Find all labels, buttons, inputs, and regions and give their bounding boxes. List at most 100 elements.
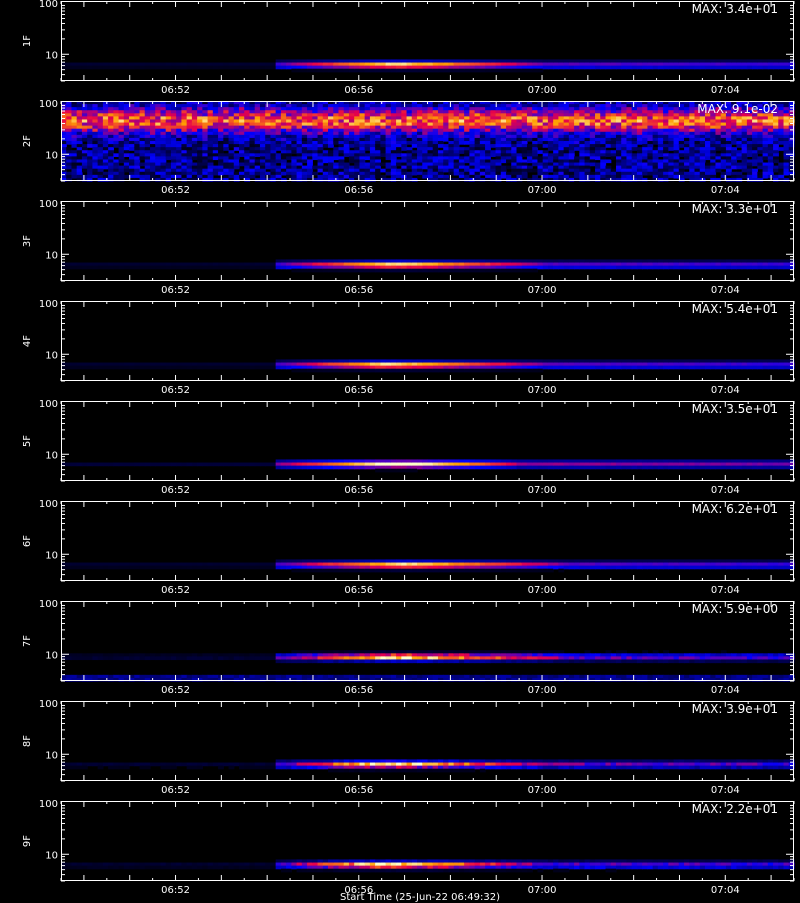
heatmap-cell bbox=[302, 269, 308, 273]
heatmap-cell bbox=[653, 266, 659, 270]
heatmap-cell bbox=[778, 178, 784, 182]
heatmap-cell bbox=[684, 175, 690, 179]
heatmap-cell bbox=[380, 169, 386, 173]
heatmap-cell bbox=[611, 156, 617, 160]
heatmap-cell bbox=[150, 266, 156, 270]
y-tick-label: 100 bbox=[39, 0, 58, 10]
heatmap-cell bbox=[270, 366, 276, 370]
heatmap-cell bbox=[386, 69, 392, 73]
heatmap-cell bbox=[391, 69, 397, 73]
heatmap-cell bbox=[412, 69, 418, 73]
heatmap-cell bbox=[181, 266, 187, 270]
heatmap-cell bbox=[448, 269, 454, 273]
heatmap-cell bbox=[192, 178, 198, 182]
heatmap-cell bbox=[291, 369, 297, 373]
heatmap-cell bbox=[171, 66, 177, 70]
heatmap-cell bbox=[721, 66, 727, 70]
heatmap-cell bbox=[569, 178, 575, 182]
heatmap-cell bbox=[202, 366, 208, 370]
heatmap-cell bbox=[396, 163, 402, 167]
heatmap-cell bbox=[757, 166, 763, 170]
heatmap-cell bbox=[543, 366, 549, 370]
heatmap-cell bbox=[66, 166, 72, 170]
heatmap-cell bbox=[171, 366, 177, 370]
heatmap-cell bbox=[658, 266, 664, 270]
heatmap-cell bbox=[349, 69, 355, 73]
heatmap-cell bbox=[527, 169, 533, 173]
heatmap-cell bbox=[276, 66, 282, 70]
heatmap-cell bbox=[166, 178, 172, 182]
heatmap-cell bbox=[485, 369, 491, 373]
heatmap-cell bbox=[695, 266, 701, 270]
heatmap-cell bbox=[66, 266, 72, 270]
heatmap-cell bbox=[160, 178, 166, 182]
heatmap-cell bbox=[396, 69, 402, 73]
heatmap-cell bbox=[77, 366, 83, 370]
heatmap-cell bbox=[286, 175, 292, 179]
heatmap-cell bbox=[103, 178, 109, 182]
heatmap-cell bbox=[464, 141, 470, 145]
heatmap-cell bbox=[192, 156, 198, 160]
heatmap-cell bbox=[490, 269, 496, 273]
heatmap-cell bbox=[354, 269, 360, 273]
heatmap-cell bbox=[302, 178, 308, 182]
heatmap-cell bbox=[124, 366, 130, 370]
heatmap-cell bbox=[574, 66, 580, 70]
heatmap-cell bbox=[710, 66, 716, 70]
heatmap-cell bbox=[705, 156, 711, 160]
heatmap-cell bbox=[454, 369, 460, 373]
y-tick-label: 10 bbox=[45, 250, 58, 261]
heatmap-cell bbox=[328, 69, 334, 73]
heatmap-cell bbox=[548, 66, 554, 70]
heatmap-cell bbox=[773, 159, 779, 163]
heatmap-cell bbox=[496, 269, 502, 273]
heatmap-cell bbox=[700, 266, 706, 270]
heatmap-cell bbox=[642, 66, 648, 70]
heatmap-cell bbox=[464, 369, 470, 373]
heatmap-cell bbox=[496, 369, 502, 373]
max-label: MAX: 3.4e+01 bbox=[692, 2, 778, 16]
heatmap-cell bbox=[496, 69, 502, 73]
heatmap-cell bbox=[490, 369, 496, 373]
heatmap-cell bbox=[302, 69, 308, 73]
heatmap-cell bbox=[412, 172, 418, 176]
heatmap-cell bbox=[553, 178, 559, 182]
heatmap-cell bbox=[459, 178, 465, 182]
heatmap-cell bbox=[166, 366, 172, 370]
heatmap-cell bbox=[181, 366, 187, 370]
heatmap-cell bbox=[454, 269, 460, 273]
heatmap-cell bbox=[616, 66, 622, 70]
heatmap-cell bbox=[459, 141, 465, 145]
heatmap-cell bbox=[752, 266, 758, 270]
heatmap-cell bbox=[438, 178, 444, 182]
heatmap-cell bbox=[365, 156, 371, 160]
heatmap-cell bbox=[731, 166, 737, 170]
heatmap-cell bbox=[469, 369, 475, 373]
heatmap-cell bbox=[705, 266, 711, 270]
heatmap-cell bbox=[527, 269, 533, 273]
heatmap-cell bbox=[752, 66, 758, 70]
x-tick-label: 06:56 bbox=[344, 85, 373, 96]
heatmap-cell bbox=[417, 175, 423, 179]
heatmap-cell bbox=[66, 141, 72, 145]
heatmap-cell bbox=[506, 69, 512, 73]
heatmap-cell bbox=[522, 269, 528, 273]
heatmap-cell bbox=[710, 178, 716, 182]
heatmap-cell bbox=[140, 66, 146, 70]
heatmap-cell bbox=[338, 69, 344, 73]
heatmap-cell bbox=[307, 369, 313, 373]
heatmap-cell bbox=[176, 266, 182, 270]
heatmap-cell bbox=[71, 266, 77, 270]
heatmap-cell bbox=[564, 366, 570, 370]
heatmap-cell bbox=[255, 266, 261, 270]
heatmap-cell bbox=[778, 147, 784, 151]
heatmap-cell bbox=[632, 178, 638, 182]
heatmap-cell bbox=[134, 366, 140, 370]
heatmap-cell bbox=[291, 269, 297, 273]
heatmap-cell bbox=[229, 178, 235, 182]
y-axis-label: 3F bbox=[22, 235, 33, 247]
heatmap-cell bbox=[658, 153, 664, 157]
heatmap-cell bbox=[338, 269, 344, 273]
heatmap-cell bbox=[784, 172, 790, 176]
